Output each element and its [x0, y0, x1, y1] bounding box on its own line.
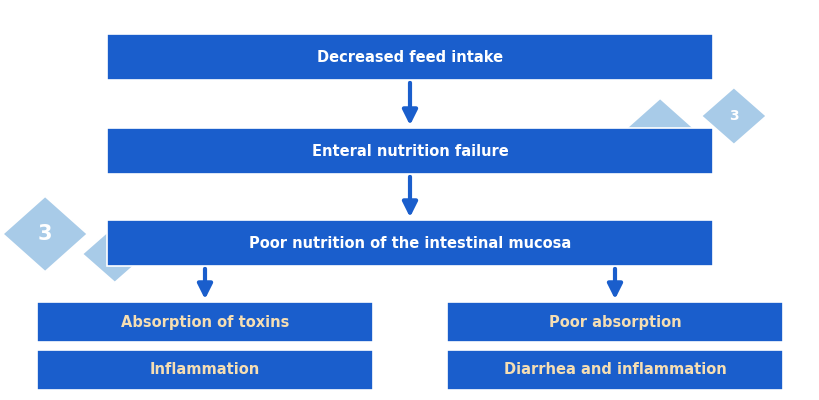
FancyBboxPatch shape [37, 350, 373, 390]
Text: Inflammation: Inflammation [150, 362, 260, 378]
FancyBboxPatch shape [446, 302, 782, 342]
Polygon shape [82, 225, 147, 283]
Text: 3: 3 [653, 127, 666, 145]
FancyBboxPatch shape [106, 128, 713, 174]
Text: Poor nutrition of the intestinal mucosa: Poor nutrition of the intestinal mucosa [249, 236, 570, 250]
Text: Diarrhea and inflammation: Diarrhea and inflammation [503, 362, 726, 378]
FancyBboxPatch shape [106, 34, 713, 80]
Text: Enteral nutrition failure: Enteral nutrition failure [311, 144, 508, 158]
Polygon shape [2, 196, 88, 272]
Polygon shape [700, 87, 766, 145]
Text: 3: 3 [728, 109, 738, 123]
FancyBboxPatch shape [106, 220, 713, 266]
FancyBboxPatch shape [37, 302, 373, 342]
Polygon shape [617, 98, 702, 174]
FancyBboxPatch shape [446, 350, 782, 390]
Text: Decreased feed intake: Decreased feed intake [317, 50, 502, 64]
Text: Poor absorption: Poor absorption [548, 314, 681, 330]
Text: 3: 3 [38, 224, 52, 244]
Text: 3: 3 [109, 245, 120, 263]
Text: Absorption of toxins: Absorption of toxins [120, 314, 289, 330]
